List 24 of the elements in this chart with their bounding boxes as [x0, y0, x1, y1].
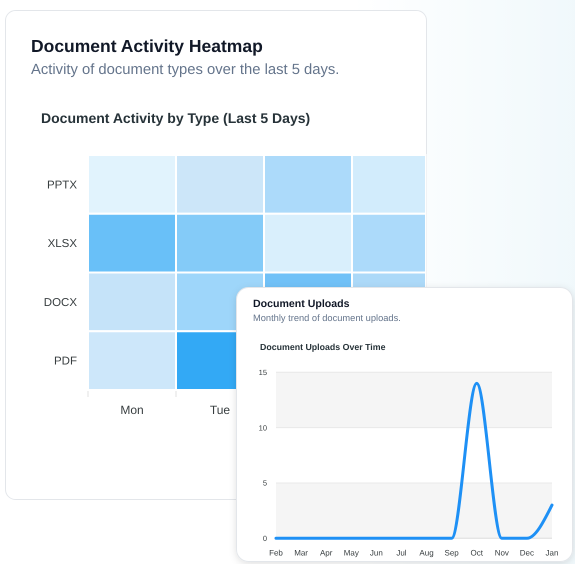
category-label: Mon [120, 403, 144, 417]
x-tick-label: Jul [396, 548, 407, 558]
chart-subtitle: Monthly trend of document uploads. [253, 313, 401, 323]
x-tick-label: Dec [520, 548, 534, 558]
text: Document Activity by Type (Last 5 Days) [41, 110, 310, 126]
category-label: PDF [54, 356, 77, 368]
x-tick-label: May [344, 548, 359, 558]
x-tick-label: Sep [444, 548, 460, 558]
category-label: Tue [210, 403, 230, 417]
x-tick-label: Aug [419, 548, 434, 558]
category-label: PPTX [46, 179, 77, 192]
category-label: XLSX [48, 238, 77, 250]
x-tick-label: Jun [370, 548, 383, 558]
x-tick-label: Mar [294, 548, 308, 558]
text: Activity of document types over the last 5 days. [31, 62, 340, 78]
x-tick-label: Feb [269, 548, 284, 558]
x-tick-label: Nov [494, 548, 509, 558]
text: Document Activity Heatmap [31, 36, 263, 56]
category-label: DOCX [44, 296, 77, 309]
text: Document Uploads Over Time [260, 342, 386, 352]
chart-title: Document Uploads [253, 298, 350, 310]
x-tick-label: Apr [320, 548, 333, 558]
x-tick-label: Jan [546, 548, 558, 558]
x-tick-label: Oct [470, 548, 484, 558]
